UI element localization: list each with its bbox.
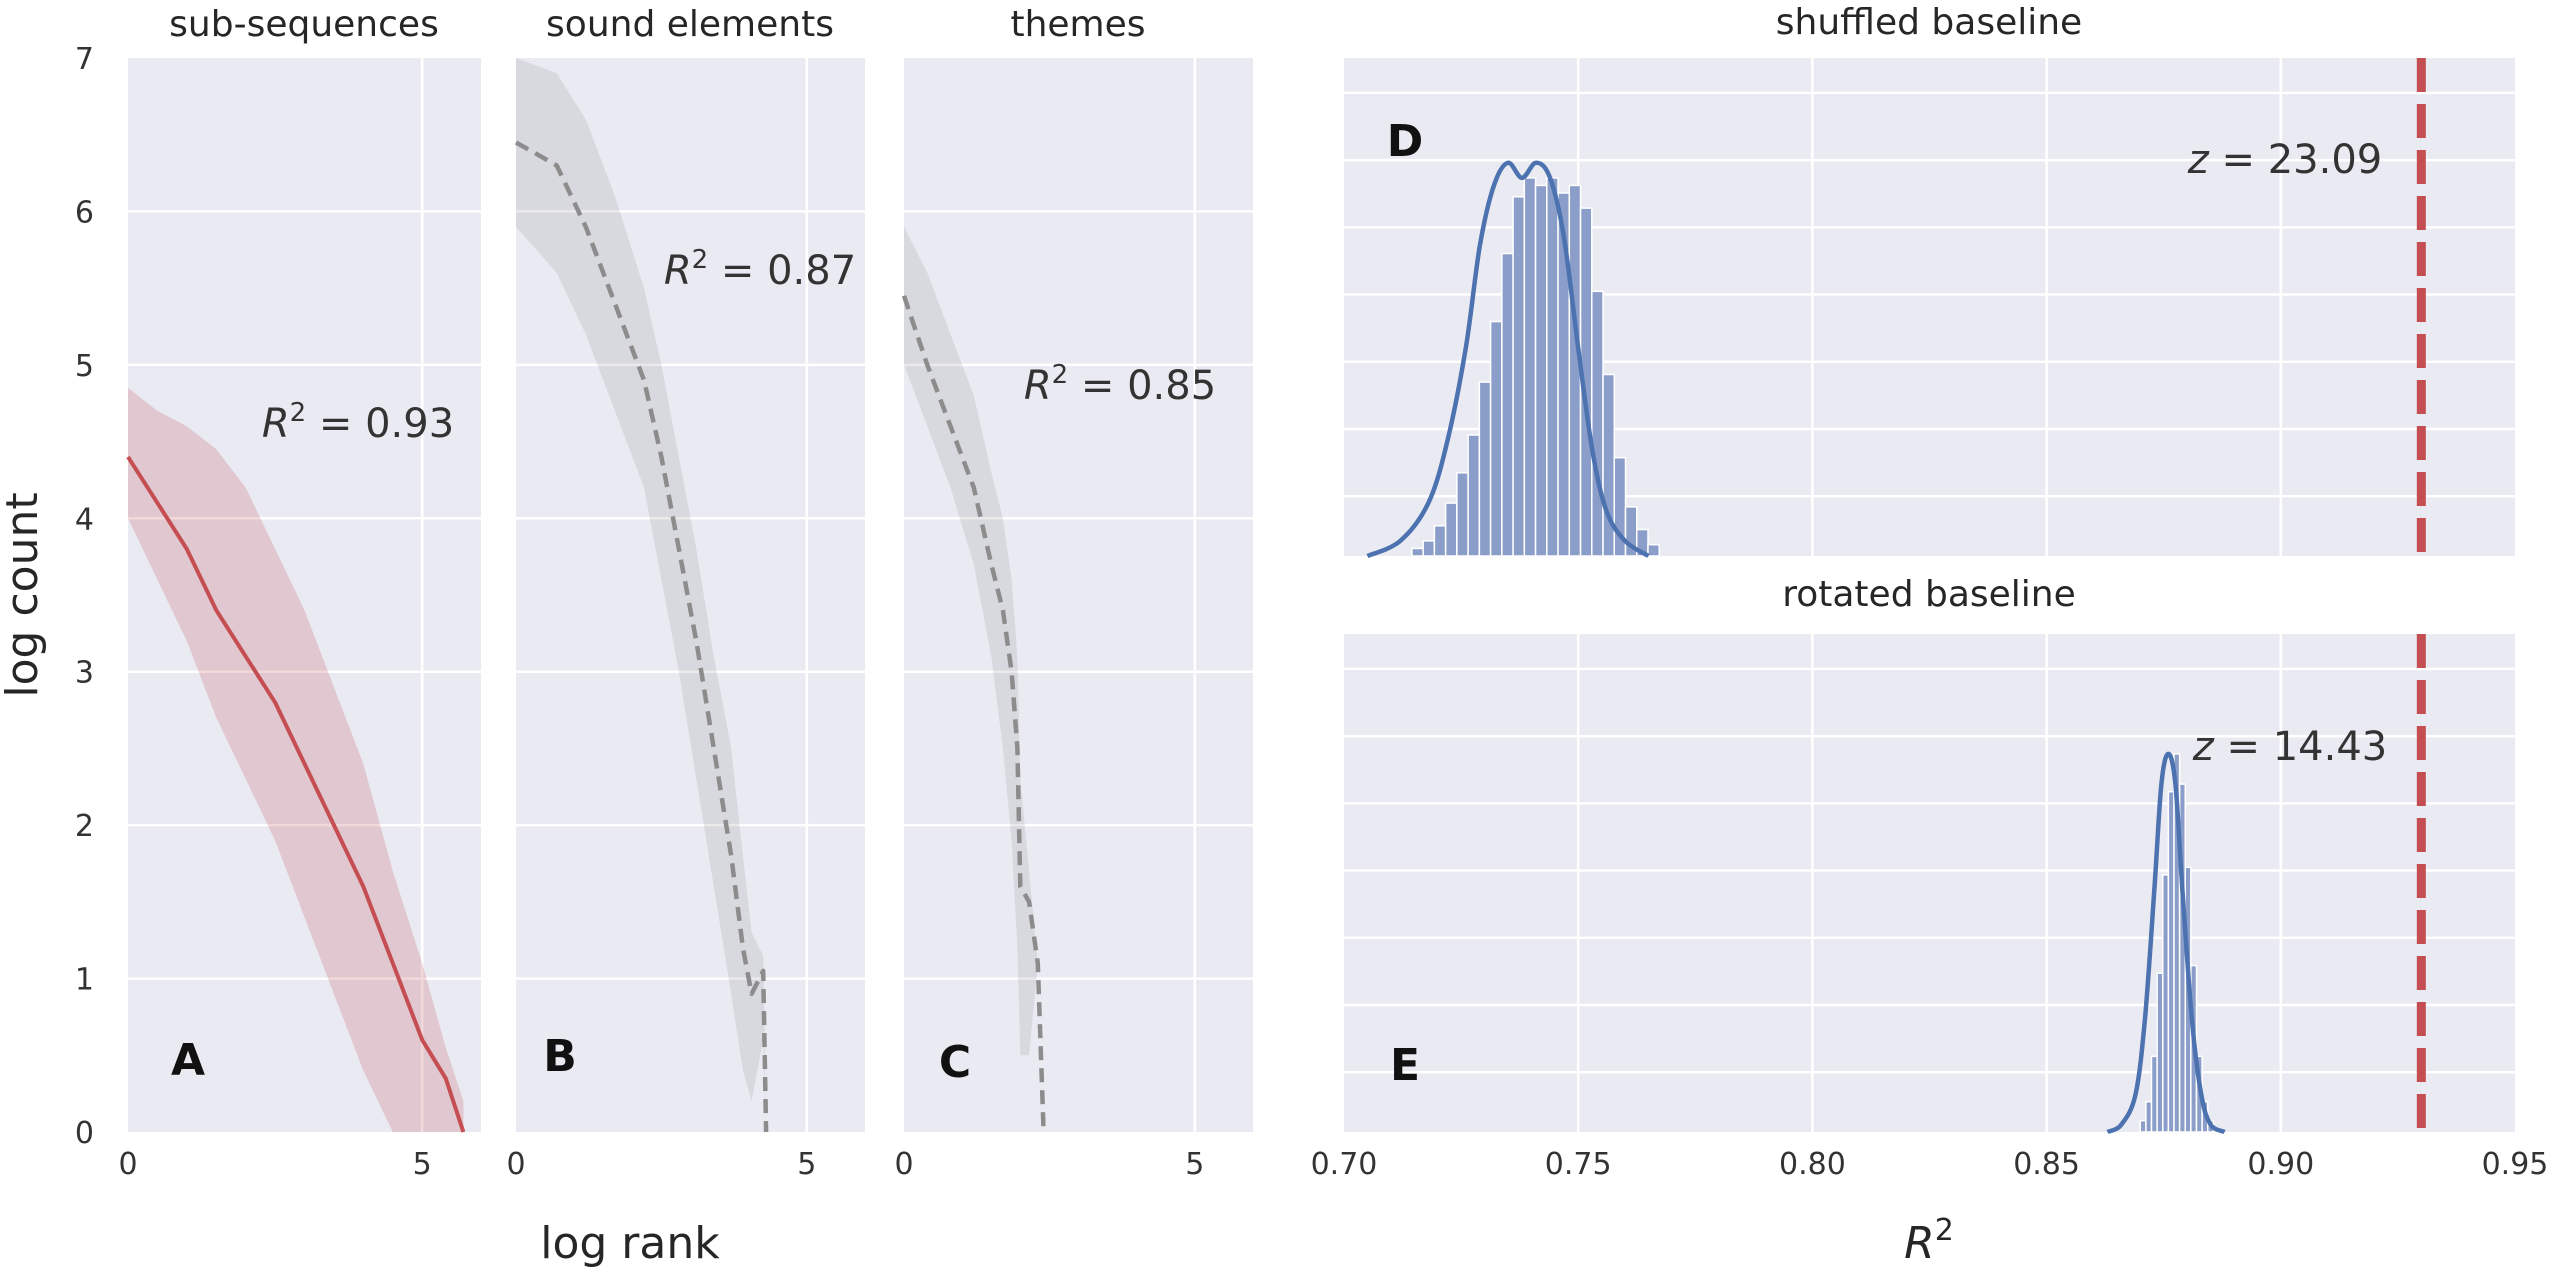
panel-c: 0 5 themes C R2 = 0.85	[894, 4, 1253, 1182]
panel-e-z-annotation: z = 14.43	[2192, 724, 2387, 770]
panel-a-ytick-label: 2	[75, 809, 94, 844]
panel-b-xtick-label: 5	[797, 1147, 816, 1182]
panel-a: 0 5 0 1 2 3 4 5 6 7 sub-sequences A R2 = 0.93	[75, 4, 481, 1182]
y-axis-label: log count	[0, 492, 48, 697]
panel-e: 0.70 0.75 0.80 0.85 0.90 0.95 rotated baselin…	[1311, 574, 2549, 1269]
panel-d-histogram-bar	[1411, 547, 1424, 557]
panel-d-histogram-bar	[1501, 252, 1514, 557]
panel-e-xtick-label: 0.90	[2247, 1147, 2314, 1182]
panel-d-label: D	[1387, 116, 1424, 167]
panel-b-label: B	[543, 1031, 577, 1082]
panel-a-confidence-band	[128, 387, 464, 1132]
panel-d: shuffled baseline D z = 23.09	[1344, 2, 2515, 559]
panel-a-rank-count-line	[126, 455, 466, 1133]
panel-b-xtick-label: 0	[506, 1147, 525, 1182]
x-axis-label-r2: R2	[1904, 1213, 1954, 1269]
panel-d-histogram-bar	[1591, 290, 1604, 557]
panel-e-histogram-bar	[2156, 972, 2164, 1133]
panel-e-xtick-label: 0.75	[1545, 1147, 1612, 1182]
panel-c-rank-count-line	[901, 295, 1046, 1133]
panel-d-histogram-bar	[1512, 196, 1526, 557]
panel-e-xtick-label: 0.85	[2013, 1147, 2080, 1182]
panel-e-xtick-label: 0.80	[1779, 1147, 1846, 1182]
panel-b-title: sound elements	[546, 4, 834, 45]
panel-e-label: E	[1390, 1040, 1420, 1091]
panel-d-histogram-bar	[1523, 177, 1537, 557]
panel-e-histogram-bar	[2162, 874, 2170, 1133]
panel-c-label: C	[939, 1037, 971, 1088]
panel-a-ytick-label: 1	[75, 963, 94, 998]
panel-e-background	[1344, 634, 2515, 1132]
panel-e-xtick-label: 0.70	[1311, 1147, 1378, 1182]
panel-c-xtick-label: 0	[894, 1147, 913, 1182]
panel-b-confidence-band	[516, 58, 767, 1132]
panel-d-histogram-bar	[1456, 472, 1469, 557]
panel-d-histogram-bar	[1636, 528, 1649, 557]
panel-c-r2-annotation: R2 = 0.85	[1024, 360, 1216, 409]
panel-d-kde-curve	[1366, 160, 1650, 559]
panel-d-histogram-bar	[1478, 381, 1492, 557]
panel-c-confidence-band	[904, 226, 1044, 1133]
panel-e-histogram-bar	[2150, 1055, 2158, 1133]
panel-d-title: shuffled baseline	[1776, 2, 2082, 43]
panel-e-histogram-bar	[2139, 1119, 2147, 1133]
panel-c-xtick-label: 5	[1185, 1147, 1204, 1182]
panel-d-histogram-bar	[1647, 543, 1660, 557]
panel-a-xtick-label: 0	[118, 1147, 137, 1182]
panel-a-label: A	[171, 1035, 205, 1086]
panel-a-ytick-label: 7	[75, 42, 94, 77]
panel-a-xtick-label: 5	[413, 1147, 432, 1182]
panel-d-histogram-bar	[1489, 320, 1503, 557]
panel-d-z-annotation: z = 23.09	[2187, 137, 2382, 183]
panel-a-ytick-label: 3	[75, 656, 94, 691]
panel-e-histogram-bar	[2145, 1101, 2153, 1133]
panel-e-title: rotated baseline	[1782, 574, 2076, 615]
panel-b-rank-count-line	[514, 140, 769, 1133]
panel-c-title: themes	[1010, 4, 1145, 45]
panel-b: 0 5 sound elements B R2 = 0.87	[506, 4, 865, 1182]
panel-d-histogram-bar	[1444, 502, 1458, 557]
panel-d-histogram-bar	[1534, 184, 1548, 557]
panel-b-r2-annotation: R2 = 0.87	[664, 245, 856, 294]
panel-a-ytick-label: 0	[75, 1116, 94, 1151]
panel-d-histogram-bar	[1433, 525, 1447, 557]
panel-a-title: sub-sequences	[169, 4, 439, 45]
panel-e-xtick-label: 0.95	[2482, 1147, 2549, 1182]
panel-d-histogram-bar	[1422, 540, 1436, 557]
panel-a-r2-annotation: R2 = 0.93	[262, 398, 454, 447]
panel-a-ytick-label: 4	[75, 502, 94, 537]
panel-a-ytick-label: 5	[75, 349, 94, 384]
panel-d-histogram-bar	[1467, 434, 1481, 557]
panel-e-kde-curve	[2106, 751, 2226, 1135]
panel-e-histogram-bar	[2167, 790, 2175, 1133]
x-axis-label-rank: log rank	[540, 1218, 720, 1269]
panel-d-histogram-bar	[1546, 177, 1559, 557]
panel-c-background	[904, 58, 1253, 1132]
panel-d-histogram-bar	[1568, 184, 1582, 557]
panel-a-ytick-label: 6	[75, 195, 94, 230]
